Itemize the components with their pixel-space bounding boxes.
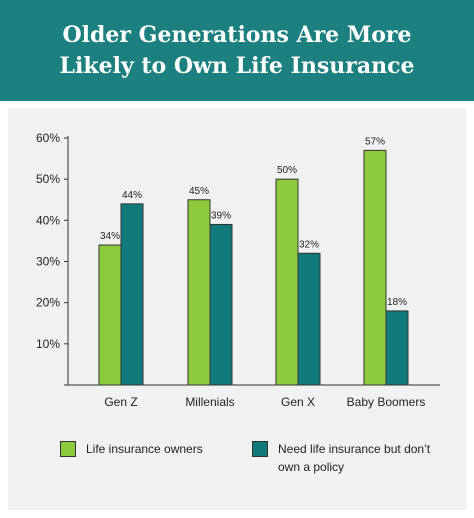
chart-title: Older Generations Are More Likely to Own… (59, 21, 415, 79)
bar-owners (275, 178, 299, 386)
data-label: 32% (299, 239, 319, 250)
data-label: 57% (365, 136, 385, 147)
bar-need (297, 252, 321, 386)
y-tick-label: 50% (36, 172, 60, 186)
bar-owners (363, 149, 387, 386)
legend-item-need: Need life insurance but don’t own a poli… (252, 440, 438, 476)
legend-label-need: Need life insurance but don’t own a poli… (278, 442, 431, 474)
bar-need (120, 203, 144, 386)
x-tick-label: Baby Boomers (347, 395, 426, 409)
chart-header: Older Generations Are More Likely to Own… (0, 0, 474, 101)
y-tick-label: 60% (36, 131, 60, 145)
y-tick-label: 10% (36, 337, 60, 351)
bar-need (385, 310, 409, 386)
x-tick-label: Gen Z (104, 395, 137, 409)
data-label: 44% (122, 190, 142, 201)
data-label: 39% (211, 210, 231, 221)
bar-need (209, 223, 233, 386)
y-tick-label: 40% (36, 213, 60, 227)
y-tick-label: 20% (36, 296, 60, 310)
data-label: 34% (100, 231, 120, 242)
legend-item-owners: Life insurance owners (60, 440, 246, 458)
data-label: 45% (189, 186, 209, 197)
bar-owners (98, 244, 122, 386)
chart-legend: Life insurance owners Need life insuranc… (60, 440, 460, 480)
y-tick-label: 30% (36, 255, 60, 269)
legend-swatch-owners (60, 441, 76, 457)
chart-panel (8, 108, 466, 510)
legend-label-owners: Life insurance owners (86, 442, 203, 456)
x-tick-label: Gen X (281, 395, 315, 409)
data-label: 18% (387, 297, 407, 308)
data-label: 50% (277, 165, 297, 176)
bar-owners (187, 199, 211, 386)
x-tick-label: Millenials (185, 395, 234, 409)
legend-swatch-need (252, 441, 268, 457)
